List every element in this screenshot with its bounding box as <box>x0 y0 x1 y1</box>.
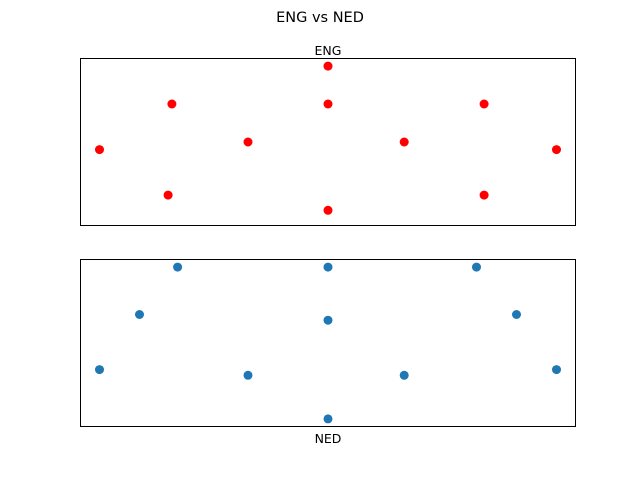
ned-point-9 <box>512 310 521 319</box>
eng-point-2 <box>163 190 173 200</box>
ned-point-5 <box>323 315 333 325</box>
ned-xlabel: NED <box>315 431 342 446</box>
ned-point-6 <box>323 414 333 424</box>
eng-points <box>95 61 561 215</box>
eng-point-4 <box>323 61 333 71</box>
eng-point-9 <box>479 190 489 200</box>
eng-point-3 <box>243 137 253 147</box>
figure-suptitle: ENG vs NED <box>276 10 364 26</box>
eng-point-1 <box>167 99 177 109</box>
ned-panel: NED <box>80 259 576 446</box>
eng-panel-title: ENG <box>315 43 342 58</box>
ned-point-1 <box>135 310 144 319</box>
ned-points <box>95 262 561 424</box>
eng-point-6 <box>323 205 333 215</box>
eng-plot-frame <box>80 58 576 226</box>
ned-point-7 <box>399 370 409 380</box>
eng-point-8 <box>479 99 489 109</box>
ned-point-0 <box>95 365 104 375</box>
ned-point-4 <box>323 262 333 272</box>
eng-point-0 <box>95 145 104 155</box>
ned-point-10 <box>552 365 561 375</box>
eng-point-7 <box>399 137 409 147</box>
eng-point-5 <box>323 99 333 109</box>
ned-point-2 <box>173 262 183 272</box>
eng-panel: ENG <box>80 43 576 226</box>
ned-point-8 <box>472 262 481 272</box>
ned-point-3 <box>243 370 253 380</box>
ned-plot-frame <box>80 259 576 427</box>
eng-point-10 <box>552 145 561 155</box>
